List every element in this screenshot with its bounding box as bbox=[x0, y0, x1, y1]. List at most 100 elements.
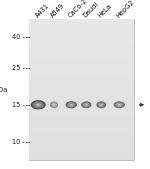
Bar bbox=[29, 148, 134, 150]
Bar bbox=[29, 101, 134, 104]
Ellipse shape bbox=[50, 102, 58, 108]
Ellipse shape bbox=[35, 103, 41, 107]
Ellipse shape bbox=[52, 103, 56, 107]
Ellipse shape bbox=[53, 104, 55, 106]
Bar bbox=[29, 38, 134, 41]
Ellipse shape bbox=[36, 103, 41, 106]
Bar bbox=[29, 35, 134, 38]
Ellipse shape bbox=[34, 102, 42, 107]
Bar bbox=[29, 89, 134, 92]
Text: Daudi: Daudi bbox=[82, 1, 100, 19]
Bar bbox=[29, 110, 134, 113]
Ellipse shape bbox=[86, 104, 87, 105]
Ellipse shape bbox=[67, 102, 76, 108]
Bar bbox=[29, 136, 134, 139]
Bar bbox=[29, 63, 134, 66]
Ellipse shape bbox=[85, 104, 88, 106]
Ellipse shape bbox=[116, 103, 123, 107]
Ellipse shape bbox=[96, 101, 106, 108]
Text: 25 -: 25 - bbox=[12, 65, 25, 71]
Ellipse shape bbox=[52, 103, 56, 106]
Bar bbox=[29, 33, 134, 36]
Bar bbox=[29, 61, 134, 64]
Ellipse shape bbox=[84, 103, 89, 106]
Ellipse shape bbox=[117, 104, 121, 106]
Ellipse shape bbox=[70, 104, 72, 105]
Bar bbox=[29, 140, 134, 143]
Bar bbox=[29, 94, 134, 97]
Ellipse shape bbox=[117, 103, 122, 106]
Ellipse shape bbox=[114, 102, 124, 108]
Bar bbox=[29, 52, 134, 54]
Ellipse shape bbox=[100, 104, 102, 105]
Ellipse shape bbox=[53, 104, 55, 105]
Ellipse shape bbox=[99, 103, 104, 106]
Ellipse shape bbox=[37, 104, 39, 106]
Bar bbox=[29, 73, 134, 76]
Ellipse shape bbox=[116, 103, 122, 106]
Bar bbox=[29, 112, 134, 115]
Ellipse shape bbox=[53, 104, 55, 106]
Bar bbox=[29, 91, 134, 94]
Ellipse shape bbox=[69, 104, 73, 106]
Ellipse shape bbox=[83, 103, 90, 107]
Bar bbox=[29, 150, 134, 153]
Bar bbox=[29, 98, 134, 101]
Bar bbox=[29, 56, 134, 59]
Ellipse shape bbox=[82, 102, 90, 107]
Ellipse shape bbox=[68, 103, 74, 107]
Ellipse shape bbox=[118, 104, 121, 106]
Bar bbox=[29, 103, 134, 106]
Bar bbox=[29, 122, 134, 125]
Bar bbox=[29, 117, 134, 120]
Bar bbox=[29, 19, 134, 22]
Ellipse shape bbox=[50, 102, 58, 108]
Ellipse shape bbox=[66, 102, 76, 108]
Text: CaCo-2: CaCo-2 bbox=[67, 0, 88, 19]
Ellipse shape bbox=[51, 102, 57, 107]
Text: 10 -: 10 - bbox=[12, 139, 25, 145]
Ellipse shape bbox=[115, 102, 124, 108]
Text: A549: A549 bbox=[50, 2, 66, 19]
Bar bbox=[29, 152, 134, 155]
Ellipse shape bbox=[31, 100, 46, 110]
Ellipse shape bbox=[38, 104, 39, 105]
Ellipse shape bbox=[98, 103, 105, 107]
Bar bbox=[29, 82, 134, 85]
Bar bbox=[29, 19, 134, 160]
Ellipse shape bbox=[97, 102, 106, 108]
Text: 40 -: 40 - bbox=[12, 34, 25, 40]
Ellipse shape bbox=[69, 103, 74, 106]
Text: KDa: KDa bbox=[0, 87, 8, 93]
Ellipse shape bbox=[34, 102, 43, 107]
Bar bbox=[29, 75, 134, 78]
Ellipse shape bbox=[114, 101, 125, 108]
Ellipse shape bbox=[115, 102, 123, 107]
Ellipse shape bbox=[51, 103, 57, 107]
Bar bbox=[29, 129, 134, 132]
Text: HeLa: HeLa bbox=[97, 3, 113, 19]
Bar bbox=[29, 77, 134, 80]
Text: HepG2: HepG2 bbox=[115, 0, 135, 19]
Bar bbox=[29, 138, 134, 141]
Ellipse shape bbox=[119, 104, 120, 105]
Bar bbox=[29, 87, 134, 90]
Text: A431: A431 bbox=[34, 2, 50, 19]
Bar bbox=[29, 131, 134, 134]
Ellipse shape bbox=[116, 103, 123, 107]
Text: 15 -: 15 - bbox=[12, 102, 25, 108]
Bar bbox=[29, 45, 134, 47]
Bar bbox=[29, 54, 134, 57]
Bar bbox=[29, 24, 134, 26]
Ellipse shape bbox=[70, 104, 73, 106]
Bar bbox=[29, 154, 134, 157]
Ellipse shape bbox=[98, 103, 104, 107]
Ellipse shape bbox=[101, 104, 102, 105]
Ellipse shape bbox=[71, 104, 72, 105]
Ellipse shape bbox=[66, 101, 77, 108]
Ellipse shape bbox=[97, 102, 105, 108]
Ellipse shape bbox=[52, 103, 56, 106]
Bar bbox=[29, 119, 134, 122]
Ellipse shape bbox=[36, 104, 40, 106]
Ellipse shape bbox=[100, 104, 102, 106]
